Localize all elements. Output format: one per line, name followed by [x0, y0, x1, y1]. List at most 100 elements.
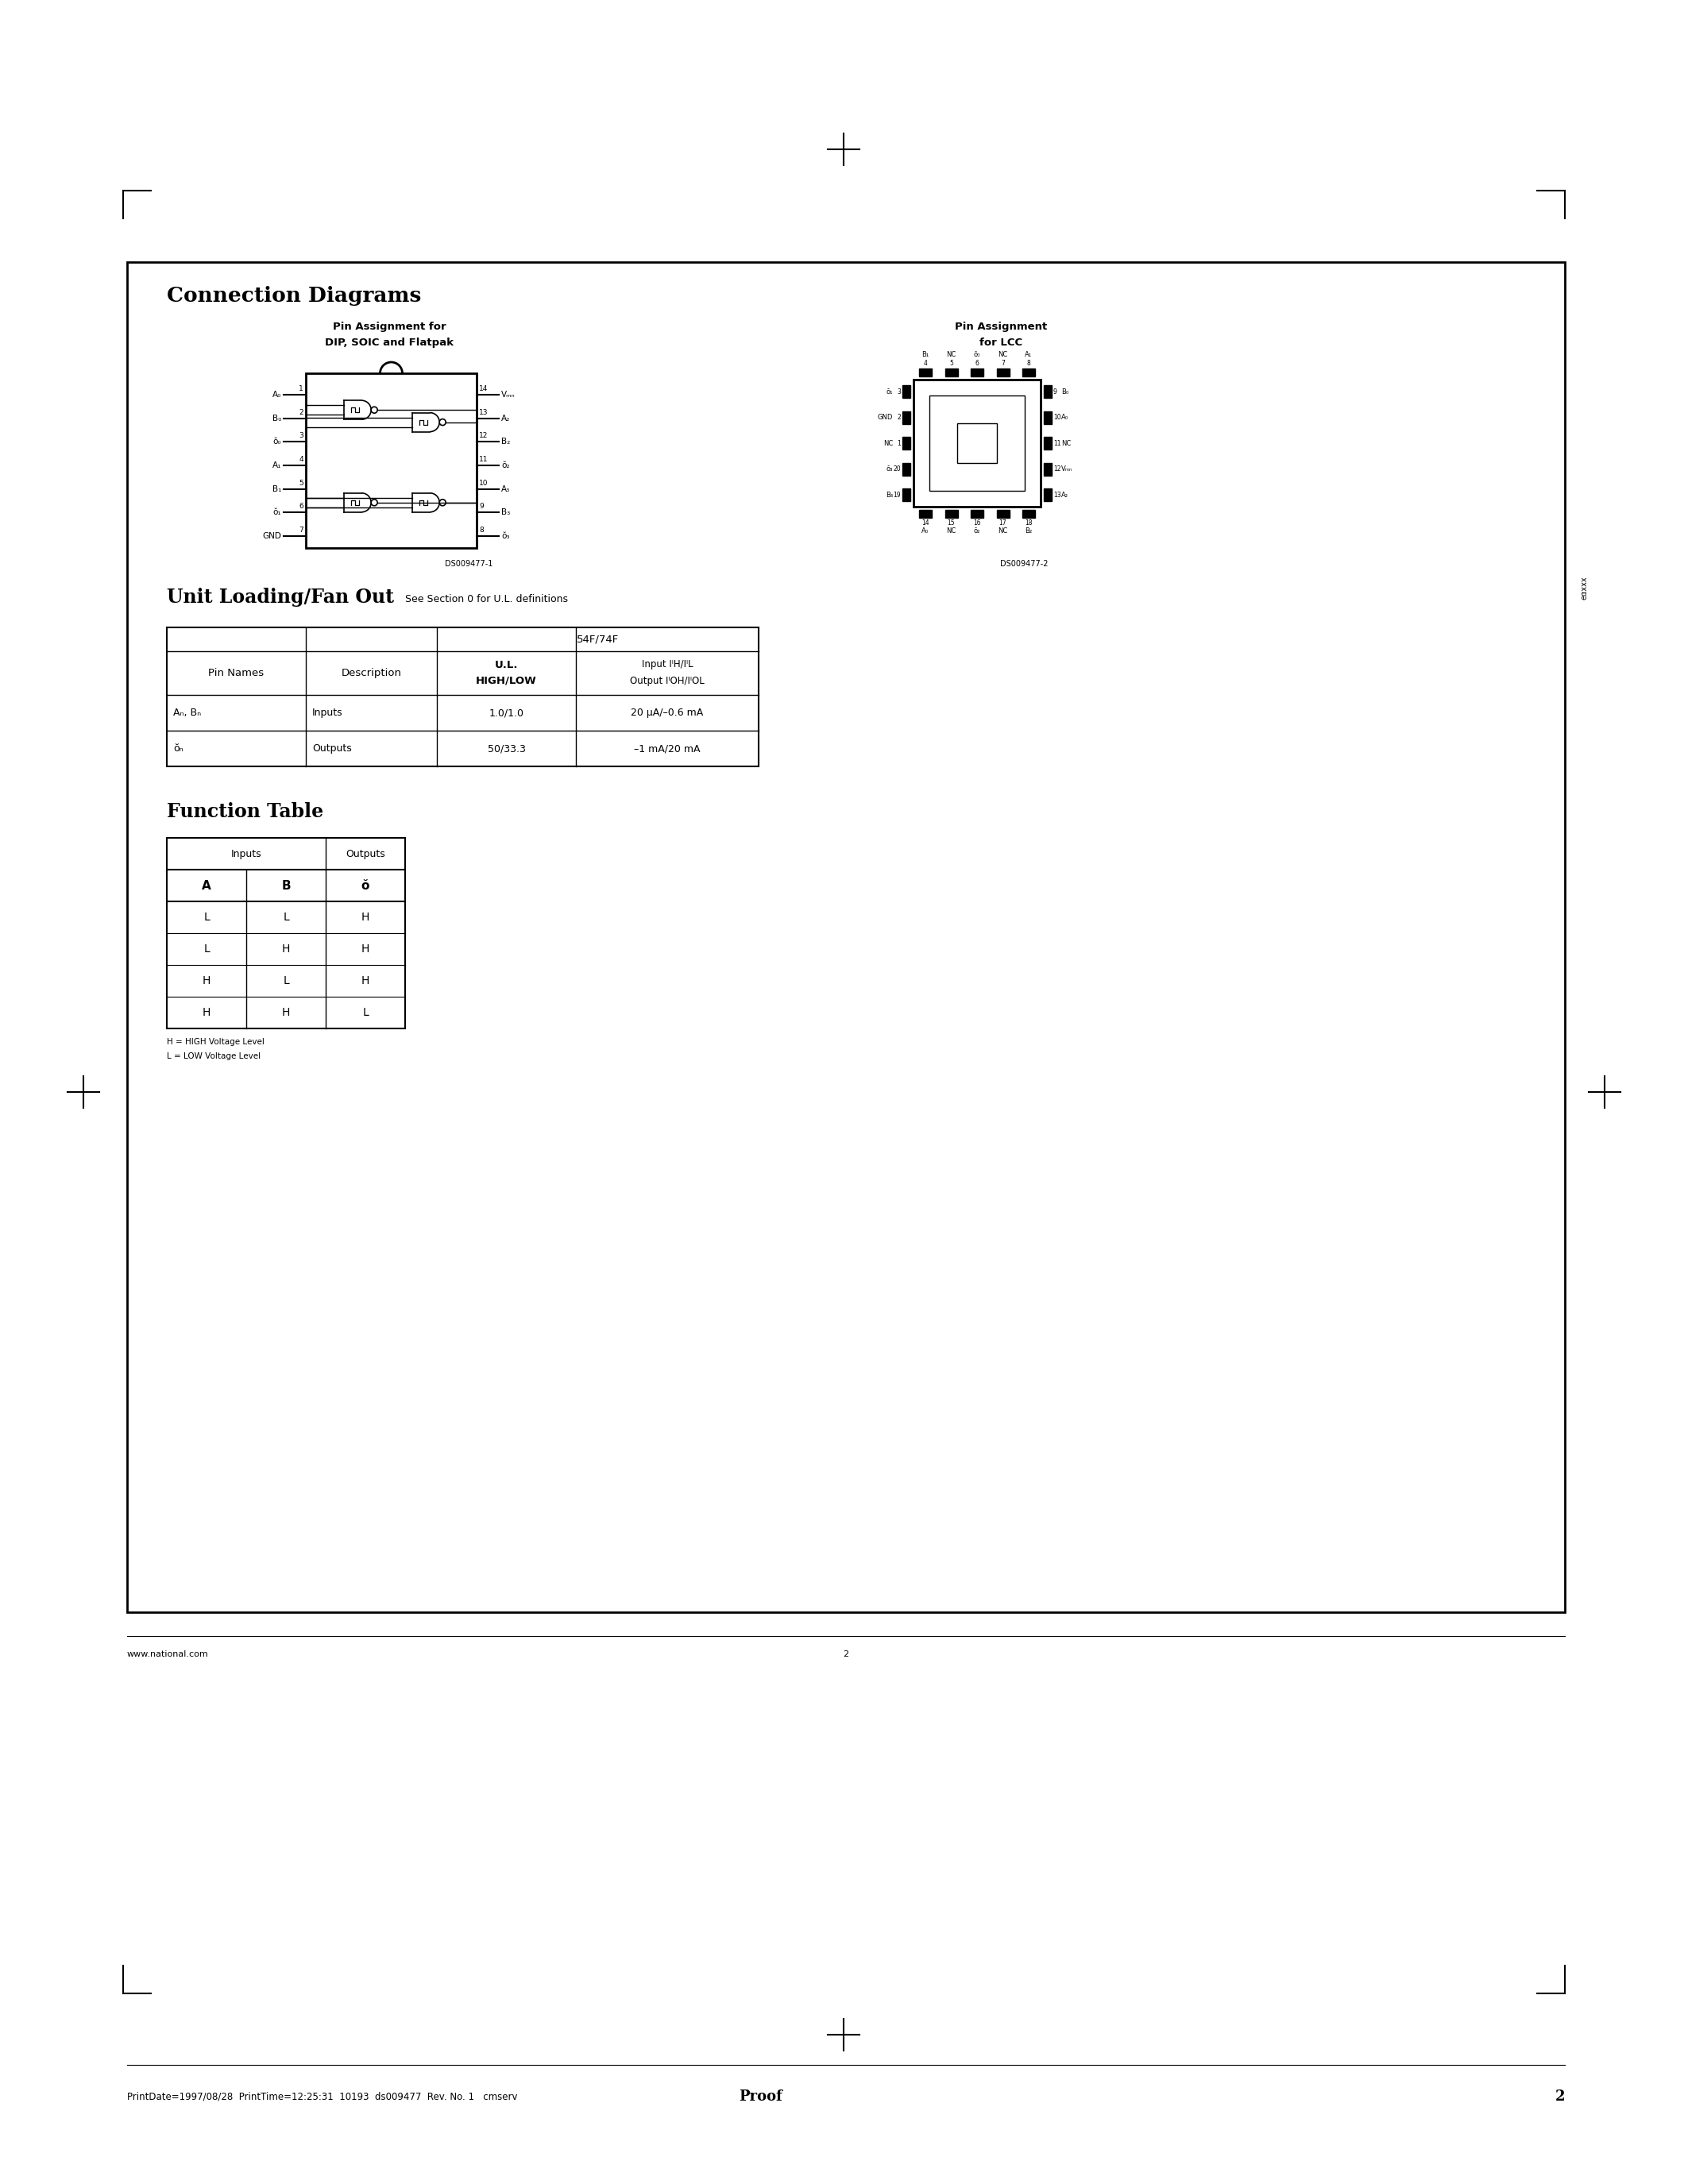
- Text: eαxxx: eαxxx: [1580, 577, 1588, 598]
- Text: 16: 16: [974, 520, 981, 526]
- Text: U.L.: U.L.: [495, 660, 518, 670]
- Text: 3: 3: [896, 389, 901, 395]
- Text: NC: NC: [947, 352, 955, 358]
- Bar: [930, 395, 1025, 491]
- Text: A₃: A₃: [501, 485, 510, 494]
- Text: Pin Assignment: Pin Assignment: [955, 321, 1047, 332]
- Text: B: B: [282, 880, 290, 891]
- Text: NC: NC: [998, 352, 1008, 358]
- Text: 8: 8: [479, 526, 483, 533]
- Bar: [167, 839, 405, 1029]
- Text: 10: 10: [1053, 413, 1062, 422]
- Text: 20: 20: [893, 465, 901, 472]
- Text: Proof: Proof: [739, 2090, 782, 2103]
- Text: Aₙ, Bₙ: Aₙ, Bₙ: [174, 708, 201, 719]
- Text: 13: 13: [1053, 491, 1062, 498]
- Text: L: L: [363, 1007, 368, 1018]
- Bar: [903, 384, 910, 397]
- Text: Function Table: Function Table: [167, 802, 324, 821]
- Bar: [1023, 509, 1035, 518]
- Text: –1 mA/20 mA: –1 mA/20 mA: [635, 743, 701, 753]
- Text: 5: 5: [299, 480, 304, 487]
- Text: A₂: A₂: [1062, 491, 1069, 498]
- Text: H: H: [203, 1007, 211, 1018]
- Text: A₀: A₀: [272, 391, 282, 397]
- Text: A₁: A₁: [272, 461, 282, 470]
- Text: DS009477-2: DS009477-2: [1001, 559, 1048, 568]
- Text: A: A: [203, 880, 211, 891]
- Text: A₀: A₀: [922, 526, 928, 535]
- Text: 17: 17: [999, 520, 1006, 526]
- Text: L: L: [204, 943, 209, 954]
- Text: www.national.com: www.national.com: [127, 1651, 209, 1658]
- Text: DS009477-1: DS009477-1: [444, 559, 493, 568]
- Text: ŏ₂: ŏ₂: [501, 461, 510, 470]
- Text: 15: 15: [947, 520, 955, 526]
- Text: DIP, SOIC and Flatpak: DIP, SOIC and Flatpak: [324, 339, 454, 347]
- Text: Description: Description: [341, 668, 402, 679]
- Text: L: L: [284, 911, 289, 924]
- Bar: [945, 369, 957, 376]
- Text: Outputs: Outputs: [312, 743, 351, 753]
- Text: NC: NC: [1062, 439, 1070, 448]
- Text: 18: 18: [1025, 520, 1033, 526]
- Bar: [996, 369, 1009, 376]
- Text: ŏ₂: ŏ₂: [974, 526, 981, 535]
- Bar: [971, 369, 984, 376]
- Text: Unit Loading/Fan Out: Unit Loading/Fan Out: [167, 587, 393, 607]
- Text: 14: 14: [479, 384, 488, 393]
- Text: 2: 2: [896, 413, 901, 422]
- Text: ŏₙ: ŏₙ: [174, 743, 184, 753]
- Text: ŏ₀: ŏ₀: [974, 352, 981, 358]
- Text: 7: 7: [1001, 360, 1004, 367]
- Text: 13: 13: [479, 408, 488, 415]
- Bar: [1043, 384, 1052, 397]
- Text: 12: 12: [1053, 465, 1060, 472]
- Text: NC: NC: [883, 439, 893, 448]
- Text: L: L: [204, 911, 209, 924]
- Text: B₂: B₂: [1025, 526, 1033, 535]
- Text: B₃: B₃: [886, 491, 893, 498]
- Text: 6: 6: [976, 360, 979, 367]
- Text: A₁: A₁: [1025, 352, 1033, 358]
- Text: Output IᴵOH/IᴵOL: Output IᴵOH/IᴵOL: [630, 675, 704, 686]
- Bar: [903, 411, 910, 424]
- Text: Outputs: Outputs: [346, 850, 385, 858]
- Text: H: H: [203, 976, 211, 987]
- Text: NC: NC: [947, 526, 955, 535]
- Text: 4: 4: [923, 360, 927, 367]
- Text: 10: 10: [479, 480, 488, 487]
- Text: ŏ: ŏ: [361, 880, 370, 891]
- Text: 14: 14: [922, 520, 928, 526]
- Text: Inputs: Inputs: [231, 850, 262, 858]
- Bar: [996, 509, 1009, 518]
- Text: Pin Names: Pin Names: [209, 668, 263, 679]
- Text: 50/33.3: 50/33.3: [488, 743, 525, 753]
- Bar: [306, 373, 476, 548]
- Text: L = LOW Voltage Level: L = LOW Voltage Level: [167, 1053, 260, 1059]
- Text: 11: 11: [479, 456, 488, 463]
- Bar: [971, 509, 984, 518]
- Text: HIGH/LOW: HIGH/LOW: [476, 675, 537, 686]
- Text: Input IᴵH/IᴵL: Input IᴵH/IᴵL: [641, 660, 694, 670]
- Bar: [903, 437, 910, 450]
- Bar: [957, 424, 998, 463]
- Text: 1: 1: [299, 384, 304, 393]
- Text: 1: 1: [896, 439, 901, 448]
- Bar: [918, 509, 932, 518]
- Text: B₂: B₂: [501, 437, 510, 446]
- Bar: [1043, 411, 1052, 424]
- Text: PrintDate=1997/08/28  PrintTime=12:25:31  10193  ds009477  Rev. No. 1   cmserv: PrintDate=1997/08/28 PrintTime=12:25:31 …: [127, 2092, 527, 2101]
- Text: A₂: A₂: [501, 415, 510, 422]
- Text: 3: 3: [299, 432, 304, 439]
- Text: 9: 9: [1053, 389, 1057, 395]
- Text: B₃: B₃: [501, 509, 510, 518]
- Bar: [1023, 369, 1035, 376]
- Text: 2: 2: [1555, 2090, 1565, 2103]
- Text: See Section 0 for U.L. definitions: See Section 0 for U.L. definitions: [398, 594, 567, 605]
- Text: L: L: [284, 976, 289, 987]
- Text: 1.0/1.0: 1.0/1.0: [490, 708, 523, 719]
- Text: 9: 9: [479, 502, 483, 511]
- Text: B₀: B₀: [1062, 389, 1069, 395]
- Bar: [1043, 437, 1052, 450]
